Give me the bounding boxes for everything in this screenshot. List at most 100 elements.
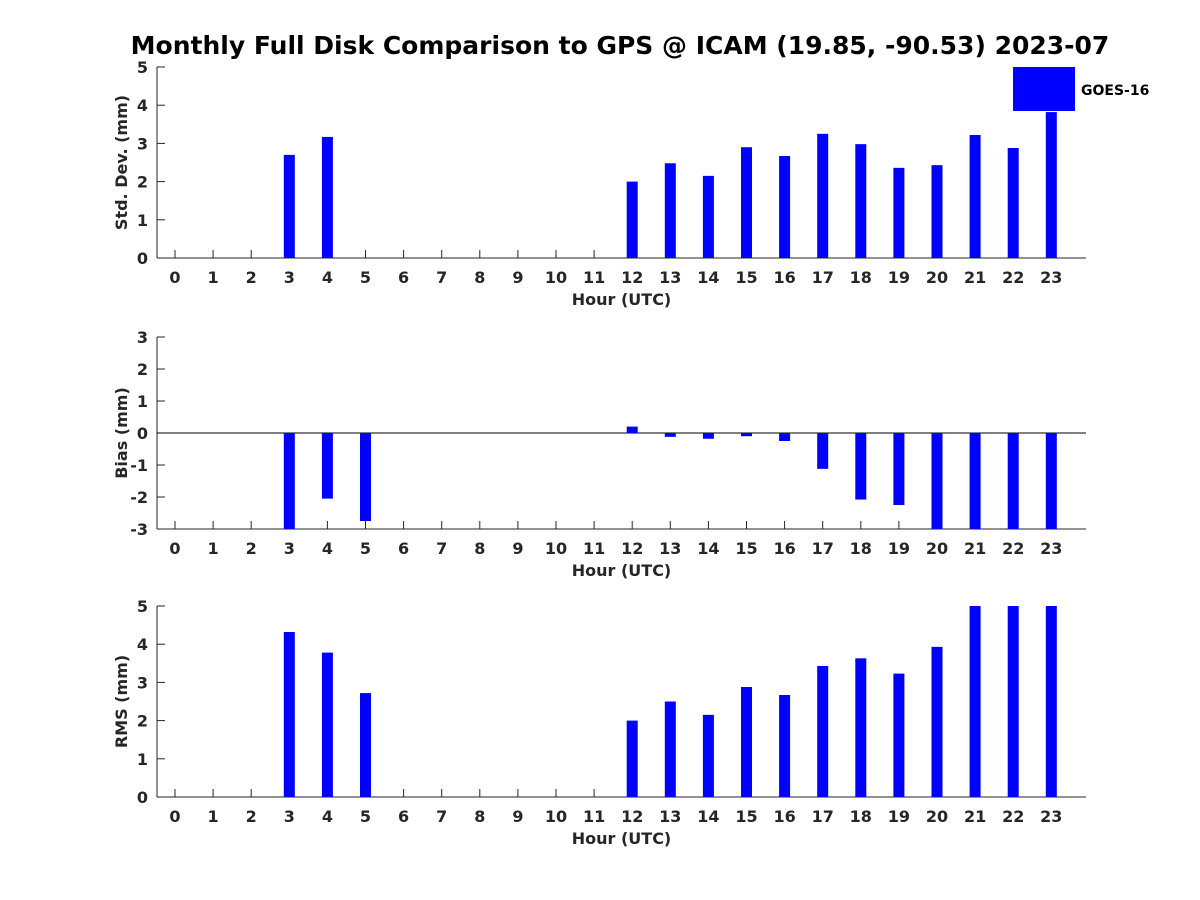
- std-dev-bar-hour-13: [664, 163, 676, 258]
- std-dev-bar-hour-23: [1045, 112, 1057, 259]
- rms-x-tick-label: 11: [583, 807, 605, 826]
- rms-bar-hour-12: [626, 720, 638, 797]
- bias-y-tick-label: 0: [137, 424, 148, 443]
- bias-x-tick-label: 3: [284, 539, 295, 558]
- std-dev-bar-hour-16: [779, 156, 791, 258]
- rms-x-tick-label: 19: [888, 807, 910, 826]
- rms-x-tick-label: 0: [169, 807, 180, 826]
- rms-bar-hour-14: [702, 714, 714, 797]
- bias-x-axis-label: Hour (UTC): [572, 561, 672, 580]
- std-dev-bar-hour-4: [321, 136, 333, 258]
- bias-x-tick-label: 14: [697, 539, 719, 558]
- bias-x-tick-label: 18: [850, 539, 872, 558]
- std-dev-x-tick-label: 20: [926, 268, 948, 287]
- bias-x-tick-label: 15: [735, 539, 757, 558]
- bias-bar-hour-12: [626, 426, 638, 433]
- rms-bar-hour-22: [1007, 606, 1019, 797]
- std-dev-x-axis-label: Hour (UTC): [572, 290, 672, 309]
- rms-x-tick-label: 10: [545, 807, 567, 826]
- rms-bar-hour-18: [855, 658, 867, 797]
- bias-bar-hour-14: [702, 433, 714, 439]
- legend: GOES-16: [1013, 67, 1149, 111]
- bias-x-tick-label: 1: [208, 539, 219, 558]
- chart-title: Monthly Full Disk Comparison to GPS @ IC…: [131, 31, 1110, 60]
- rms-bar-hour-21: [969, 606, 981, 797]
- rms-x-tick-label: 15: [735, 807, 757, 826]
- std-dev-bar-hour-12: [626, 181, 638, 258]
- bias-x-tick-label: 13: [659, 539, 681, 558]
- rms-y-tick-label: 2: [137, 712, 148, 731]
- std-dev-x-tick-label: 6: [398, 268, 409, 287]
- bias-x-tick-label: 9: [512, 539, 523, 558]
- rms-y-tick-label: 5: [137, 597, 148, 616]
- bias-bar-hour-20: [931, 433, 943, 529]
- std-dev-x-tick-label: 23: [1040, 268, 1062, 287]
- bias-bar-hour-17: [817, 433, 829, 469]
- std-dev-x-tick-label: 2: [246, 268, 257, 287]
- rms-x-tick-label: 21: [964, 807, 986, 826]
- rms-bar-hour-23: [1045, 606, 1057, 797]
- bias-bar-hour-19: [893, 433, 905, 505]
- rms-y-tick-label: 4: [137, 635, 148, 654]
- std-dev-y-tick-label: 4: [137, 96, 148, 115]
- std-dev-x-tick-label: 21: [964, 268, 986, 287]
- bias-y-tick-label: 3: [137, 328, 148, 347]
- std-dev-y-tick-label: 0: [137, 249, 148, 268]
- std-dev-x-tick-label: 10: [545, 268, 567, 287]
- bias-x-tick-label: 8: [474, 539, 485, 558]
- rms-y-tick-label: 1: [137, 750, 148, 769]
- std-dev-x-tick-label: 5: [360, 268, 371, 287]
- std-dev-bar-hour-20: [931, 165, 943, 258]
- std-dev-x-tick-label: 3: [284, 268, 295, 287]
- rms-x-tick-label: 5: [360, 807, 371, 826]
- rms-bar-hour-13: [664, 701, 676, 797]
- std-dev-x-tick-label: 9: [512, 268, 523, 287]
- std-dev-x-tick-label: 4: [322, 268, 333, 287]
- rms-y-tick-label: 3: [137, 673, 148, 692]
- rms-bar-hour-3: [283, 631, 295, 797]
- bias-bar-hour-21: [969, 433, 981, 529]
- rms-x-tick-label: 6: [398, 807, 409, 826]
- bias-y-tick-label: 2: [137, 360, 148, 379]
- std-dev-x-tick-label: 12: [621, 268, 643, 287]
- std-dev-y-tick-label: 1: [137, 211, 148, 230]
- rms-x-tick-label: 4: [322, 807, 333, 826]
- std-dev-x-tick-label: 22: [1002, 268, 1024, 287]
- std-dev-x-tick-label: 13: [659, 268, 681, 287]
- std-dev-x-tick-label: 1: [208, 268, 219, 287]
- rms-bar-hour-19: [893, 673, 905, 797]
- std-dev-x-tick-label: 18: [850, 268, 872, 287]
- bias-x-tick-label: 0: [169, 539, 180, 558]
- std-dev-bar-hour-19: [893, 167, 905, 258]
- rms-x-tick-label: 20: [926, 807, 948, 826]
- bias-x-tick-label: 6: [398, 539, 409, 558]
- bias-x-tick-label: 17: [812, 539, 834, 558]
- std-dev-x-tick-label: 15: [735, 268, 757, 287]
- std-dev-y-axis-label: Std. Dev. (mm): [112, 95, 131, 230]
- std-dev-x-tick-label: 16: [773, 268, 795, 287]
- bias-y-tick-label: -3: [130, 520, 148, 539]
- rms-x-tick-label: 13: [659, 807, 681, 826]
- rms-x-tick-label: 14: [697, 807, 719, 826]
- rms-bar-hour-17: [817, 665, 829, 797]
- std-dev-y-tick-label: 2: [137, 173, 148, 192]
- bias-bar-hour-15: [741, 433, 752, 437]
- std-dev-y-tick-label: 3: [137, 134, 148, 153]
- bias-bar-hour-23: [1045, 433, 1057, 529]
- rms-x-tick-label: 16: [773, 807, 795, 826]
- bias-bar-hour-3: [283, 433, 295, 529]
- rms-x-tick-label: 18: [850, 807, 872, 826]
- bias-bar-hour-4: [321, 433, 333, 499]
- bias-bar-hour-16: [779, 433, 791, 441]
- std-dev-bar-hour-18: [855, 144, 867, 258]
- std-dev-bar-hour-22: [1007, 147, 1019, 258]
- rms-x-tick-label: 23: [1040, 807, 1062, 826]
- rms-bar-hour-16: [779, 695, 791, 797]
- rms-x-axis-label: Hour (UTC): [572, 829, 672, 848]
- rms-x-tick-label: 12: [621, 807, 643, 826]
- bias-x-tick-label: 21: [964, 539, 986, 558]
- bias-bar-hour-13: [664, 433, 676, 437]
- rms-x-tick-label: 8: [474, 807, 485, 826]
